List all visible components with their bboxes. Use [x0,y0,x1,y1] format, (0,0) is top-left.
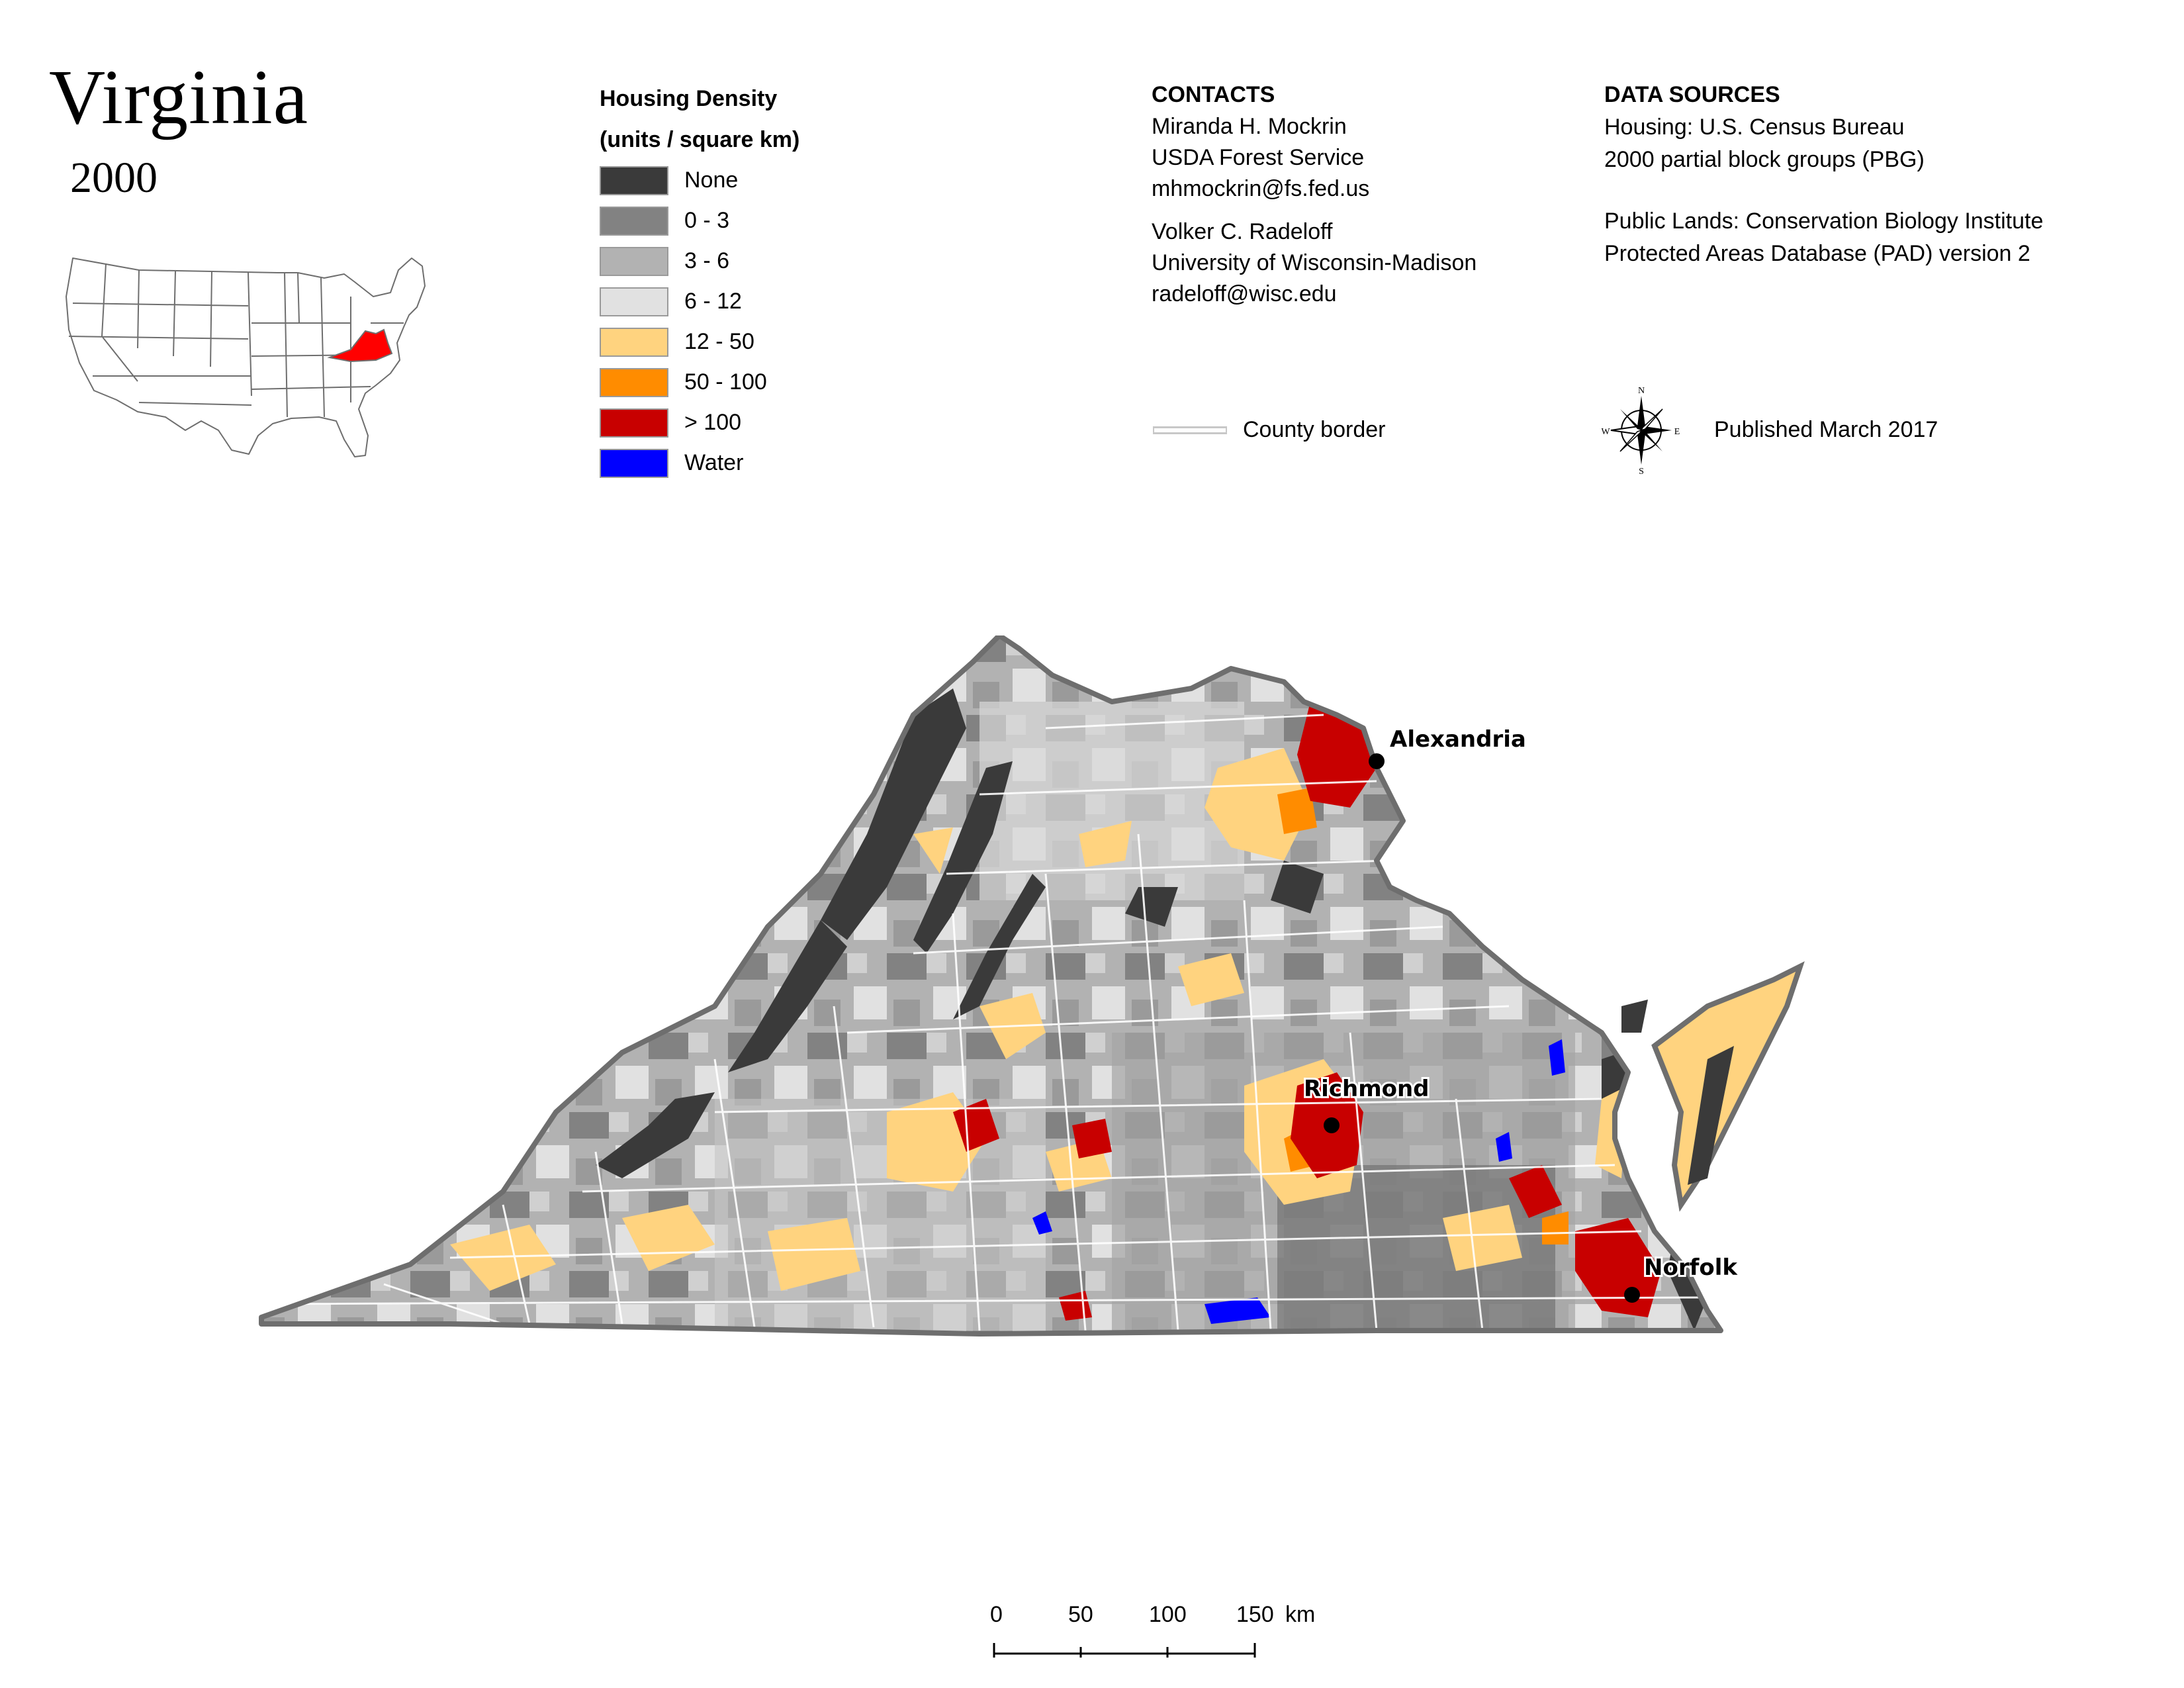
richmond-label: Richmond [1304,1076,1430,1102]
compass-w: W [1602,427,1610,437]
legend-label: 6 - 12 [684,289,742,314]
us-outline [66,258,426,457]
housing-source-line1: Housing: U.S. Census Bureau [1604,115,1905,140]
legend-item: 6 - 12 [600,281,799,322]
virginia-state-outline [259,635,1723,1336]
legend-label: None [684,167,739,193]
scale-tick-50: 50 [1068,1602,1093,1627]
compass-n: N [1638,386,1645,396]
legend-units: (units / square km) [600,127,800,152]
public-source-line1: Public Lands: Conservation Biology Insti… [1604,209,2044,234]
contact1-name: Miranda H. Mockrin [1152,114,1347,139]
legend-swatch [600,448,668,478]
scale-unit: km [1285,1602,1316,1627]
legend-label: > 100 [684,410,742,435]
legend-swatch [600,165,668,195]
legend-heading: Housing Density [600,86,778,111]
county-border-label: County border [1243,417,1386,442]
legend-item: 3 - 6 [600,241,799,281]
housing-density-legend: Housing Density (units / square km) None… [600,78,799,483]
alexandria-label: Alexandria [1390,726,1526,753]
map-year: 2000 [70,154,158,202]
norfolk-marker [1624,1287,1640,1303]
alexandria-marker [1369,753,1385,769]
scale-tick-150: 150 [1236,1602,1274,1627]
legend-swatch [600,287,668,316]
contact2-email[interactable]: radeloff@wisc.edu [1152,281,1337,306]
county-border-legend: County border [1153,417,1385,443]
scale-tick-100: 100 [1149,1602,1187,1627]
scale-tick-0: 0 [990,1602,1003,1627]
contacts-block: CONTACTS Miranda H. Mockrin USDA Forest … [1152,78,1477,310]
legend-item: Water [600,443,799,483]
norfolk-urban-area [1575,1218,1661,1317]
legend-swatch [600,327,668,357]
published-date: Published March 2017 [1714,417,1938,442]
contact2-org: University of Wisconsin-Madison [1152,250,1477,275]
virginia-highlight [327,328,393,363]
legend-item: 50 - 100 [600,362,799,402]
us-locator-inset [66,258,426,457]
legend-swatch [600,367,668,397]
contact2-name: Volker C. Radeloff [1152,219,1333,244]
scale-bar: 0 50 100 150 [966,1602,1274,1668]
legend-item: 12 - 50 [600,322,799,362]
compass-rose-icon: N S E W [1602,386,1680,477]
compass-s: S [1639,467,1644,477]
legend-label: 12 - 50 [684,329,754,354]
contact1-email[interactable]: mhmockrin@fs.fed.us [1152,176,1370,201]
richmond-marker [1324,1117,1340,1133]
legend-swatch [600,246,668,276]
scale-bar-line [993,1643,1256,1658]
county-border-swatch [1153,426,1227,434]
legend-swatch [600,408,668,438]
contacts-heading: CONTACTS [1152,82,1275,107]
virginia-housing-density-map: Alexandria Richmond Norfolk [259,635,1805,1336]
norfolk-label: Norfolk [1644,1254,1738,1281]
map-title: Virginia [49,54,309,140]
data-sources-heading: DATA SOURCES [1604,82,1780,107]
housing-source-line2: 2000 partial block groups (PBG) [1604,147,1925,172]
legend-label: 3 - 6 [684,248,730,273]
legend-swatch [600,206,668,236]
compass-e: E [1674,427,1680,437]
contact1-org: USDA Forest Service [1152,145,1365,170]
legend-item: None [600,160,799,201]
legend-item: > 100 [600,402,799,443]
eastern-shore [1651,961,1805,1212]
legend-label: Water [684,450,744,475]
data-sources-block: DATA SOURCES Housing: U.S. Census Bureau… [1604,78,2043,270]
legend-label: 50 - 100 [684,369,767,395]
public-source-line2: Protected Areas Database (PAD) version 2 [1604,241,2030,266]
legend-label: 0 - 3 [684,208,730,233]
legend-item: 0 - 3 [600,201,799,241]
